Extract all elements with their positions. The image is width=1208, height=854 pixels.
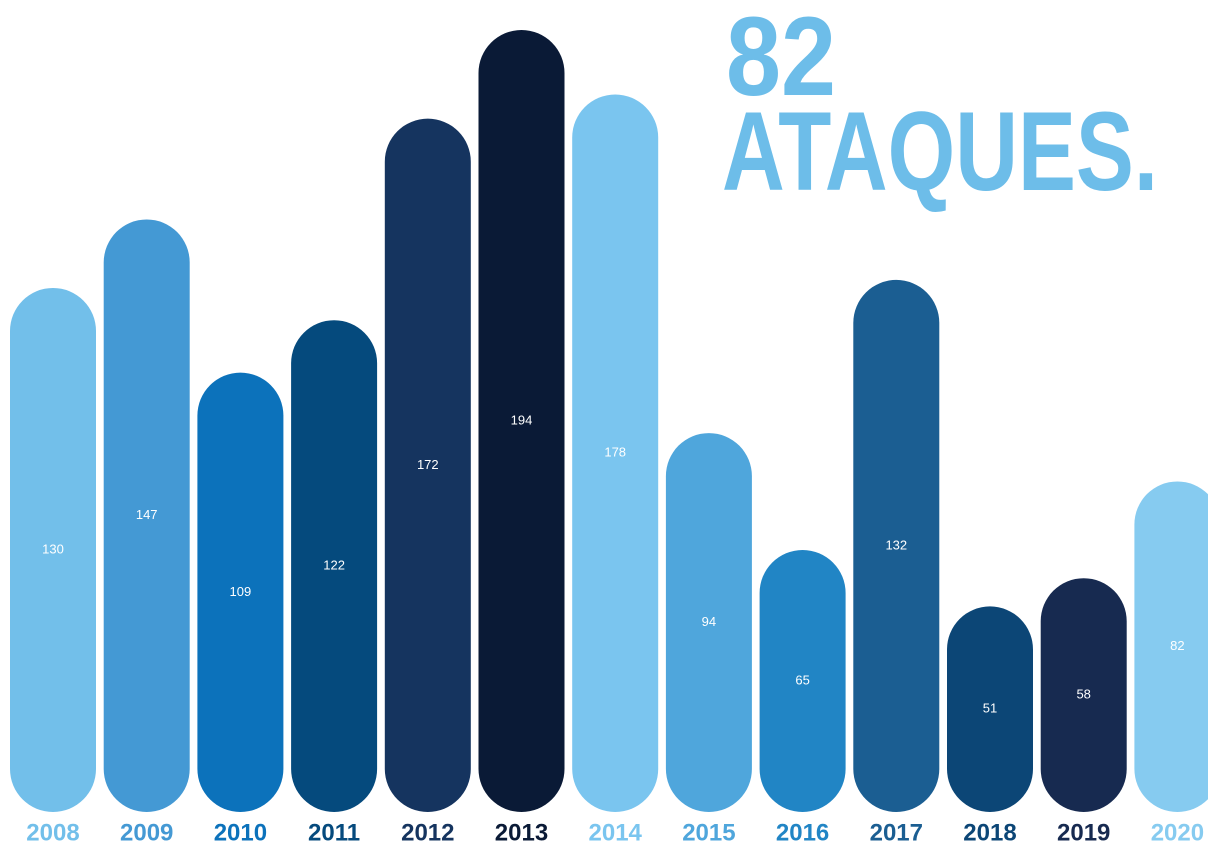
value-label: 58 (1076, 687, 1090, 702)
value-label: 122 (323, 558, 345, 573)
bar (478, 30, 565, 812)
x-tick-label: 2010 (214, 819, 267, 846)
chart-title: ATAQUES. (722, 89, 1158, 214)
bar (291, 320, 378, 812)
value-label: 132 (885, 537, 907, 552)
bar (1040, 578, 1127, 812)
x-tick-label: 2018 (963, 819, 1016, 846)
bar (759, 549, 846, 812)
x-tick-label: 2012 (401, 819, 454, 846)
value-label: 130 (42, 541, 64, 556)
bar (10, 287, 96, 812)
x-tick-label: 2008 (26, 819, 79, 846)
value-label: 94 (702, 614, 716, 629)
x-tick-label: 2019 (1057, 819, 1110, 846)
x-tick-label: 2009 (120, 819, 173, 846)
chart-title: 82 (726, 0, 836, 119)
bar (947, 606, 1033, 812)
value-label: 65 (795, 672, 809, 687)
value-label: 109 (230, 584, 252, 599)
bar (1134, 481, 1208, 812)
x-tick-label: 2014 (589, 819, 643, 846)
x-tick-label: 2017 (870, 819, 923, 846)
x-tick-label: 2011 (308, 819, 360, 846)
value-label: 172 (417, 457, 439, 472)
value-label: 194 (511, 412, 533, 427)
x-tick-label: 2020 (1151, 819, 1204, 846)
value-label: 147 (136, 507, 158, 522)
x-tick-label: 2013 (495, 819, 548, 846)
value-label: 51 (983, 701, 997, 716)
bar (384, 118, 471, 812)
x-tick-label: 2015 (682, 819, 735, 846)
bar (853, 279, 940, 813)
bar (103, 219, 190, 812)
bar (665, 433, 752, 812)
value-label: 82 (1170, 638, 1184, 653)
bar (572, 94, 659, 812)
value-label: 178 (604, 445, 626, 460)
x-tick-label: 2016 (776, 819, 829, 846)
bar (197, 372, 284, 812)
